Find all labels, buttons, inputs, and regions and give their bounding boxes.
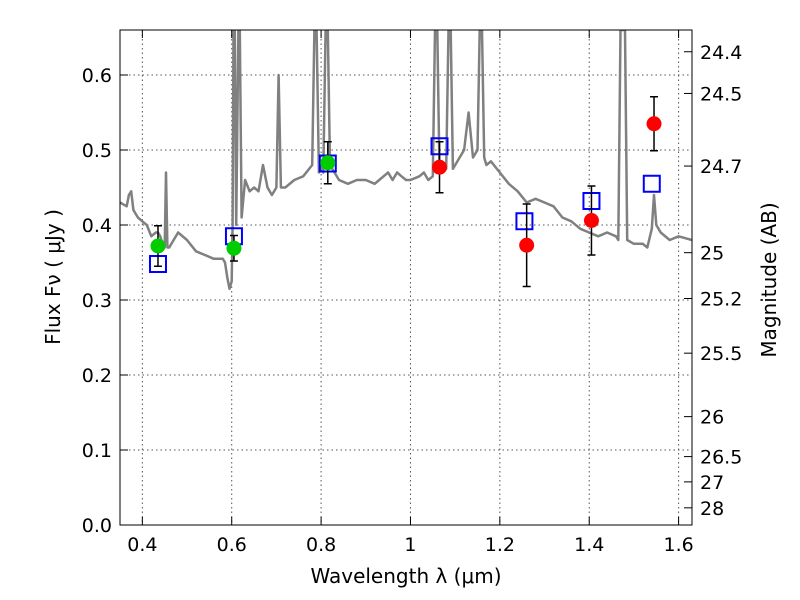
model-square: [515, 212, 534, 231]
x-tick-label: 1.6: [663, 534, 693, 556]
data-point: [432, 159, 448, 175]
y-tick-label: 0.3: [82, 290, 112, 312]
y-axis-title: Flux Fν ( μJy ): [41, 209, 65, 345]
y2-tick-label: 27: [700, 472, 724, 494]
plot-content: [120, 30, 692, 291]
y2-tick-label: 25.5: [700, 343, 742, 365]
y2-axis-title: Magnitude (AB): [757, 202, 781, 357]
y-tick-label: 0.4: [82, 215, 112, 237]
x-axis-title: Wavelength λ (μm): [310, 564, 501, 588]
y-tick-label: 0.2: [82, 365, 112, 387]
x-tick-label: 1: [404, 534, 416, 556]
y2-tick-label: 25: [700, 243, 724, 265]
axes: [119, 29, 693, 526]
data-point: [519, 237, 535, 253]
axes-frame: [119, 29, 693, 526]
y-tick-label: 0.6: [82, 65, 112, 87]
y2-tick-label: 28: [700, 498, 724, 520]
x-tick-label: 1.4: [574, 534, 604, 556]
spectrum-line: [120, 30, 692, 291]
y-tick-label: 0.1: [82, 440, 112, 462]
y2-tick-label: 24.5: [700, 83, 742, 105]
y-tick-label: 0.0: [82, 515, 112, 537]
x-tick-label: 0.6: [217, 534, 247, 556]
x-tick-label: 0.4: [127, 534, 157, 556]
x-tick-label: 0.8: [306, 534, 336, 556]
y2-tick-label: 24.7: [700, 156, 742, 178]
data-point: [150, 238, 166, 254]
x-tick-label: 1.2: [485, 534, 515, 556]
ticks: 0.4 0.6 0.8 1 1.2 1.4 1.6 0.0 0.1 0.2 0.3 0.4 0.5 0.6…: [82, 30, 742, 556]
data-point: [583, 213, 599, 228]
y2-tick-label: 26: [700, 407, 724, 429]
data-point: [646, 116, 662, 132]
y-tick-label: 0.5: [82, 140, 112, 162]
plot-area: [120, 30, 692, 291]
data-point: [320, 155, 336, 171]
grid: [120, 30, 692, 526]
model-square: [642, 174, 661, 193]
y2-tick-label: 24.4: [700, 42, 742, 64]
data-point: [226, 240, 242, 256]
y2-tick-label: 25.2: [700, 289, 742, 311]
y2-tick-label: 26.5: [700, 447, 742, 469]
